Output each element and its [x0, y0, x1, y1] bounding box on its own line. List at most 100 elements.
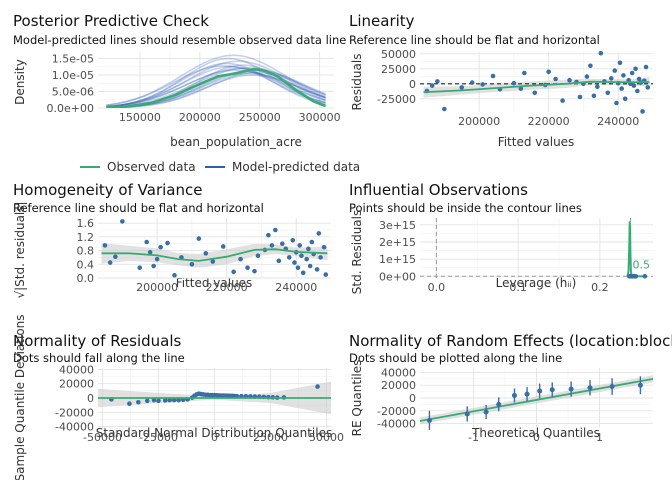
influential-y-tick-label: 3e+15	[379, 219, 416, 232]
homogeneity-point	[300, 270, 306, 276]
re-x-tick-label: -1	[468, 431, 479, 444]
linearity-point	[643, 64, 649, 70]
homogeneity-point	[295, 265, 301, 271]
linearity-point	[429, 83, 435, 88]
linearity-band	[423, 77, 650, 98]
homogeneity-subtitle: Reference line should be flat and horizo…	[13, 201, 264, 215]
panel-ppc: Posterior Predictive Check Model-predict…	[13, 12, 360, 174]
homogeneity-point	[154, 256, 160, 262]
homogeneity-point	[210, 259, 216, 264]
qq-point	[151, 397, 157, 403]
qq-point	[171, 397, 177, 403]
linearity-point	[629, 70, 635, 76]
re-x-tick-label: 1	[596, 431, 603, 444]
ppc-x-tick-label: 200000	[179, 111, 221, 124]
linearity-point	[631, 83, 637, 88]
linearity-point	[621, 73, 626, 78]
linearity-point	[608, 76, 614, 81]
ppc-x-tick-label: 150000	[119, 111, 161, 124]
homogeneity-point	[158, 244, 163, 250]
qq-point	[162, 398, 168, 403]
ppc-predicted-line	[106, 71, 326, 108]
influential-x-tick-label: 0.2	[591, 281, 609, 294]
linearity-point	[636, 76, 642, 82]
ppc-predicted-line	[106, 64, 326, 107]
linearity-x-tick-label: 200000	[458, 115, 500, 128]
re-point	[511, 392, 517, 398]
homogeneity-y-tick-label: 1.6	[77, 217, 95, 230]
homogeneity-point	[280, 241, 285, 247]
influential-ylabel: Std. Residuals	[350, 210, 364, 295]
re-y-tick-label: -40000	[377, 418, 416, 431]
homogeneity-point	[165, 240, 170, 246]
re-point	[483, 409, 489, 415]
qq-y-tick-label: -20000	[55, 406, 94, 419]
homogeneity-y-tick-label: 0.4	[77, 258, 95, 271]
homogeneity-x-tick-label: 240000	[275, 281, 317, 294]
homogeneity-point	[238, 256, 243, 262]
influential-x-tick-label: 0.1	[509, 281, 527, 294]
influential-x-tick-label: 0.0	[428, 281, 446, 294]
ppc-y-tick-label: 1.0e-05	[52, 69, 94, 82]
re-point	[464, 411, 470, 417]
ppc-predicted-line	[106, 57, 326, 108]
ppc-predicted-line	[106, 67, 326, 108]
linearity-point	[490, 73, 496, 79]
re-point	[537, 388, 543, 394]
ppc-y-tick-label: 1.5e-05	[52, 53, 94, 66]
linearity-y-tick-label: -25000	[377, 93, 416, 106]
ppc-predicted-line	[106, 60, 326, 108]
ppc-predicted-line	[106, 62, 326, 108]
panel-influential: Influential Observations Points should b…	[349, 181, 653, 294]
ppc-y-tick-label: 0.0e+00	[47, 102, 94, 115]
linearity-point	[511, 80, 517, 86]
influential-y-tick-label: 1e+15	[379, 253, 416, 266]
homogeneity-point	[245, 265, 250, 271]
re-xlabel: Theoretical Quantiles	[471, 426, 600, 440]
homogeneity-x-tick-label: 220000	[206, 281, 248, 294]
qq-ylabel: Sample Quantile Deviations	[13, 314, 27, 480]
homogeneity-point	[286, 255, 292, 260]
influential-point	[633, 273, 639, 279]
homogeneity-point	[273, 227, 278, 233]
homogeneity-plot: 200000 220000 240000 0.00.40.81.21.6	[77, 217, 331, 294]
qq-point	[176, 397, 181, 403]
linearity-point	[567, 77, 572, 83]
homogeneity-point	[269, 243, 275, 248]
linearity-y-tick-label: 0	[409, 78, 416, 91]
ppc-predicted-line	[106, 54, 326, 106]
homogeneity-point	[203, 251, 209, 256]
linearity-point	[633, 66, 638, 72]
homogeneity-point	[107, 260, 113, 265]
linearity-point	[553, 76, 558, 82]
homogeneity-point	[137, 265, 143, 271]
homogeneity-point	[316, 231, 322, 236]
homogeneity-point	[292, 260, 297, 265]
influential-xlabel: Leverage (hᵢᵢ)	[496, 276, 577, 290]
homogeneity-smooth-line	[101, 248, 328, 262]
legend-observed-label: Observed data	[107, 160, 196, 174]
ppc-legend: Observed data Model-predicted data	[80, 160, 360, 174]
linearity-point	[560, 98, 565, 103]
linearity-x-tick-label: 220000	[528, 115, 570, 128]
panel-homogeneity: Homogeneity of Variance Reference line s…	[13, 181, 331, 299]
linearity-point	[635, 88, 640, 94]
qq-x-tick-label: 50000	[309, 431, 344, 444]
re-point	[524, 391, 530, 397]
homogeneity-point	[304, 256, 309, 262]
re-ylabel: RE Quantiles	[350, 360, 364, 437]
homogeneity-point	[252, 268, 257, 274]
homogeneity-y-tick-label: 0.0	[77, 272, 95, 285]
re-point	[637, 382, 643, 388]
ppc-predicted-line	[106, 66, 326, 108]
linearity-point	[614, 100, 619, 106]
influential-contour	[626, 221, 633, 277]
re-x-tick-label: 0	[533, 431, 540, 444]
linearity-point	[591, 93, 597, 99]
homogeneity-x-tick-label: 200000	[136, 281, 178, 294]
homogeneity-point	[231, 269, 236, 275]
homogeneity-point	[113, 254, 118, 260]
re-point	[549, 387, 555, 393]
legend-predicted-label: Model-predicted data	[232, 160, 360, 174]
